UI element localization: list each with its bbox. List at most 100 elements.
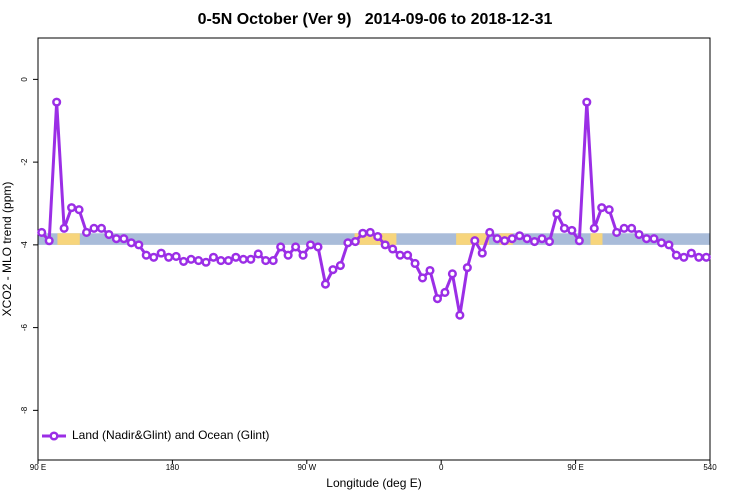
data-point <box>59 223 69 233</box>
data-point <box>529 237 540 247</box>
y-tick-label: -6 <box>20 324 29 332</box>
data-point <box>582 97 592 107</box>
data-point <box>261 256 271 266</box>
data-point <box>656 238 667 248</box>
data-point <box>111 234 121 244</box>
data-point <box>231 252 241 262</box>
data-point <box>96 223 107 233</box>
y-tick-label: -2 <box>20 158 29 166</box>
data-point <box>223 256 233 266</box>
data-point <box>694 252 704 262</box>
data-point <box>373 232 383 242</box>
data-point <box>619 223 629 233</box>
x-axis-label: Longitude (deg E) <box>326 476 421 490</box>
data-point <box>462 263 472 273</box>
data-point <box>500 236 510 246</box>
data-point <box>559 223 569 233</box>
data-point <box>604 205 614 215</box>
x-tick-label: 0 <box>439 463 444 472</box>
data-point <box>335 260 345 271</box>
data-point <box>447 269 457 279</box>
band-highlight <box>590 233 603 245</box>
data-point <box>126 238 136 248</box>
data-point <box>425 265 435 276</box>
data-point <box>104 229 114 240</box>
legend-label: Land (Nadir&Glint) and Ocean (Glint) <box>72 428 269 442</box>
data-point <box>544 237 555 247</box>
data-point <box>201 257 211 267</box>
data-point <box>141 250 151 260</box>
data-point <box>574 236 584 246</box>
y-tick-label: -8 <box>20 406 29 414</box>
data-point <box>417 273 428 283</box>
data-point <box>455 310 465 320</box>
y-tick-label: -4 <box>20 241 29 249</box>
data-point <box>37 227 47 238</box>
x-tick-label: 540 <box>703 463 717 472</box>
data-point <box>701 252 711 262</box>
data-point <box>395 250 405 260</box>
data-point <box>515 231 525 241</box>
data-point <box>380 240 390 250</box>
x-tick-label: 180 <box>166 463 180 472</box>
data-point <box>507 234 517 244</box>
data-point <box>388 244 398 254</box>
data-point <box>52 97 62 107</box>
data-point <box>552 209 562 219</box>
data-point <box>134 240 144 250</box>
data-point <box>283 250 293 260</box>
data-point <box>298 250 308 260</box>
data-point <box>171 251 181 261</box>
data-point <box>156 248 166 258</box>
data-point <box>119 234 129 244</box>
x-tick-label: 90 W <box>297 463 316 472</box>
data-point <box>291 242 301 252</box>
data-point <box>193 256 204 266</box>
band-highlight <box>57 233 80 245</box>
data-point <box>305 240 316 250</box>
data-point <box>679 252 689 262</box>
data-point <box>589 223 599 233</box>
data-point <box>186 254 196 264</box>
data-point <box>328 265 338 275</box>
data-point <box>649 234 659 244</box>
data-point <box>320 279 331 289</box>
data-point <box>74 205 84 215</box>
data-point <box>627 223 637 233</box>
data-point <box>365 227 375 238</box>
data-point <box>238 254 248 264</box>
data-point <box>67 203 77 213</box>
plot-frame <box>37 37 711 461</box>
data-point <box>671 250 681 260</box>
data-point <box>358 228 368 238</box>
x-tick-label: 90 E <box>567 463 583 472</box>
data-point <box>89 223 99 233</box>
data-point <box>470 236 480 246</box>
data-point <box>522 234 532 244</box>
data-point <box>268 256 278 266</box>
data-point <box>164 252 174 262</box>
data-point <box>492 234 502 244</box>
data-point <box>664 240 674 250</box>
data-point <box>149 252 159 262</box>
data-point <box>634 229 644 240</box>
data-point <box>477 248 487 258</box>
data-point <box>597 203 607 213</box>
data-point <box>686 248 696 258</box>
data-point <box>403 250 413 260</box>
data-point <box>343 238 353 248</box>
data-point <box>208 252 219 262</box>
legend-marker <box>49 431 59 441</box>
data-point <box>350 237 360 247</box>
data-point <box>253 249 263 259</box>
data-point <box>612 227 622 238</box>
data-point <box>432 294 443 304</box>
data-point <box>313 242 323 252</box>
data-point <box>276 242 286 252</box>
data-point <box>537 234 547 244</box>
data-point <box>81 227 92 238</box>
data-point <box>410 258 420 269</box>
data-point <box>641 234 652 244</box>
x-tick-label: 90 E <box>30 463 46 472</box>
